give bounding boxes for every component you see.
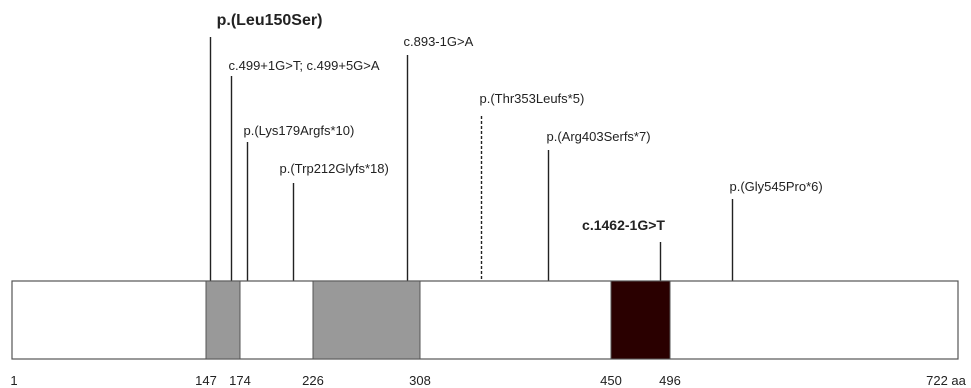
position-tick-label: 308 <box>409 373 431 388</box>
protein-domains <box>205 280 671 360</box>
variant-label: p.(Arg403Serfs*7) <box>547 129 651 144</box>
domain-1 <box>205 280 241 360</box>
end-position-label: 722 aa <box>926 373 967 388</box>
position-tick-label: 147 <box>195 373 217 388</box>
position-tick-label: 450 <box>600 373 622 388</box>
variant-labels: p.(Leu150Ser) c.499+1G>T; c.499+5G>A p.(Ly… <box>217 12 823 233</box>
variant-label: p.(Leu150Ser) <box>217 12 323 29</box>
variant-label: p.(Thr353Leufs*5) <box>480 91 585 106</box>
position-tick-label: 226 <box>302 373 324 388</box>
position-ticks: 1 722 aa 147 174 226 308 450 496 <box>10 373 966 388</box>
position-tick-label: 496 <box>659 373 681 388</box>
start-position-label: 1 <box>10 373 17 388</box>
variant-label: c.1462-1G>T <box>582 217 665 233</box>
variant-label: c.893-1G>A <box>404 34 474 49</box>
variant-lines <box>209 37 734 281</box>
protein-bar <box>11 280 959 360</box>
domain-2 <box>312 280 421 360</box>
domain-3 <box>610 280 671 360</box>
variant-label: p.(Gly545Pro*6) <box>730 179 823 194</box>
position-tick-label: 174 <box>229 373 251 388</box>
variant-label: p.(Trp212Glyfs*18) <box>280 161 389 176</box>
variant-label: c.499+1G>T; c.499+5G>A <box>229 58 380 73</box>
variant-label: p.(Lys179Argfs*10) <box>244 123 355 138</box>
